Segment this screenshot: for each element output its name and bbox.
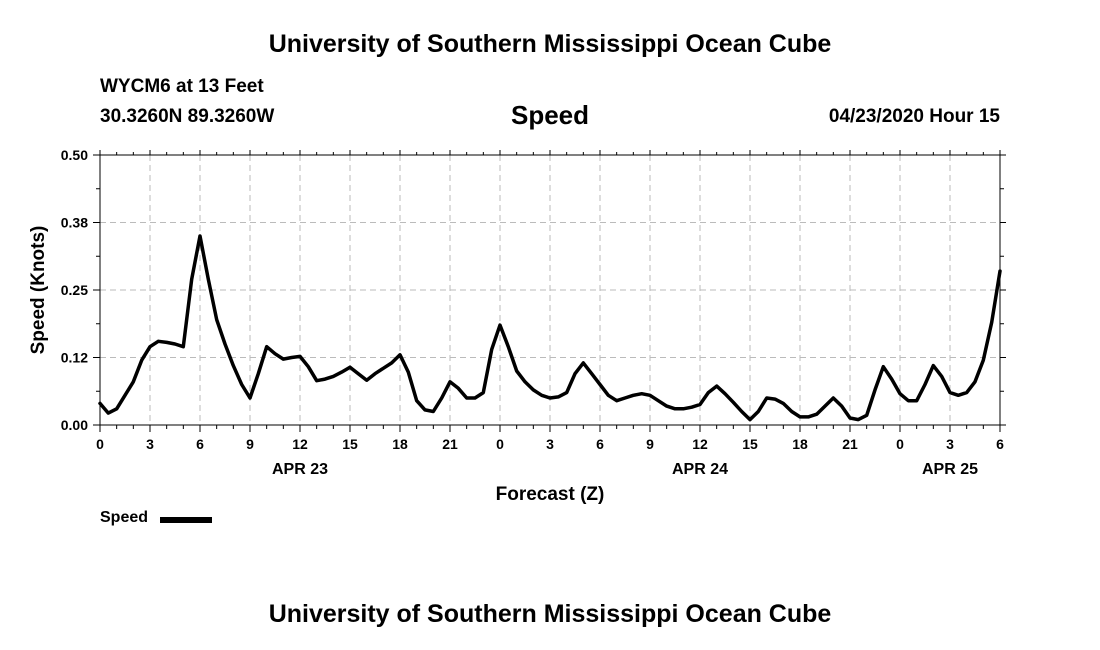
y-axis-title: Speed (Knots) xyxy=(28,226,49,355)
x-tick-label: 9 xyxy=(646,436,654,452)
y-tick-label: 0.50 xyxy=(61,147,88,163)
x-tick-label: 3 xyxy=(546,436,554,452)
coordinates-label: 30.3260N 89.3260W xyxy=(100,106,275,127)
chart-title: Speed xyxy=(510,100,590,130)
x-tick-label: 12 xyxy=(292,436,308,452)
x-tick-label: 18 xyxy=(392,436,408,452)
x-tick-label: 0 xyxy=(96,436,104,452)
series-line-speed xyxy=(98,234,1002,422)
x-axis-title: Forecast (Z) xyxy=(496,484,605,505)
page-title: University of Southern Mississippi Ocean… xyxy=(268,30,832,58)
legend-label: Speed xyxy=(100,509,149,526)
x-tick-label: 6 xyxy=(996,436,1004,452)
station-label: WYCM6 at 13 Feet xyxy=(100,76,264,97)
legend-swatch xyxy=(160,517,212,523)
date-label: APR 23 xyxy=(272,461,328,478)
x-tick-label: 0 xyxy=(496,436,504,452)
x-tick-label: 15 xyxy=(342,436,358,452)
x-tick-label: 6 xyxy=(196,436,204,452)
x-tick-label: 12 xyxy=(692,436,708,452)
x-tick-label: 21 xyxy=(842,436,858,452)
y-tick-label: 0.00 xyxy=(61,417,88,433)
x-tick-label: 9 xyxy=(246,436,254,452)
x-tick-label: 0 xyxy=(896,436,904,452)
x-tick-label: 18 xyxy=(792,436,808,452)
y-tick-label: 0.38 xyxy=(61,215,88,231)
x-tick-label: 3 xyxy=(946,436,954,452)
x-tick-label: 15 xyxy=(742,436,758,452)
y-tick-label: 0.12 xyxy=(61,350,88,366)
date-label: APR 24 xyxy=(672,461,728,478)
footer-title: University of Southern Mississippi Ocean… xyxy=(268,600,832,628)
x-tick-label: 6 xyxy=(596,436,604,452)
x-tick-label: 3 xyxy=(146,436,154,452)
date-label: APR 25 xyxy=(922,461,978,478)
x-tick-label: 21 xyxy=(442,436,458,452)
datetime-label: 04/23/2020 Hour 15 xyxy=(828,106,1000,127)
y-tick-label: 0.25 xyxy=(61,282,88,298)
